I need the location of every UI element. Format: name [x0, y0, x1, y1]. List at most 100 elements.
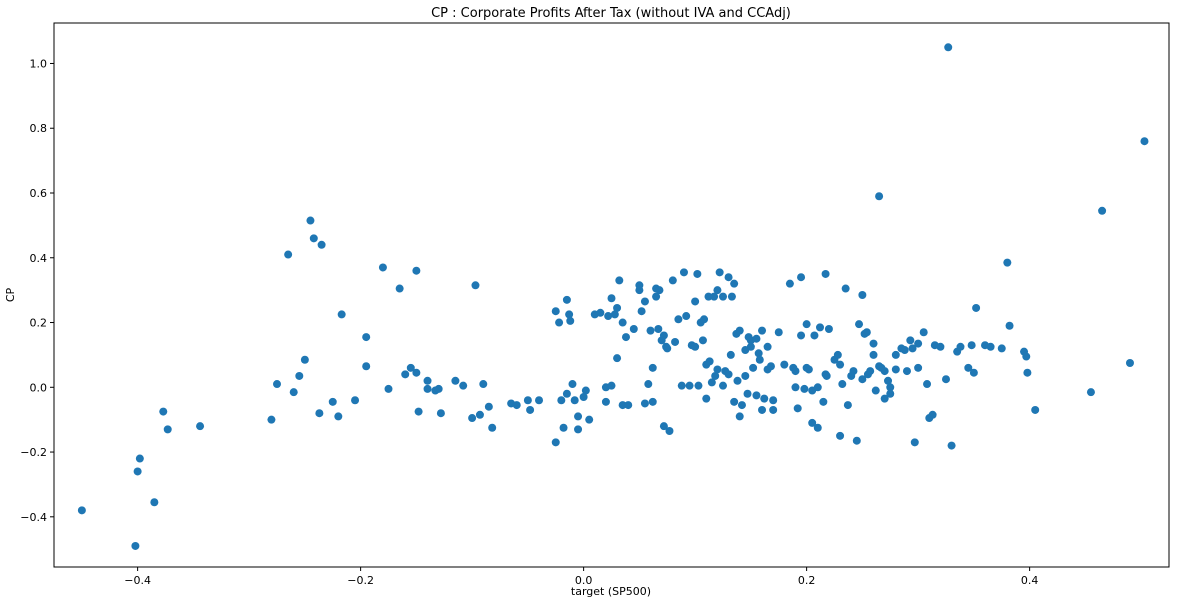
data-point	[769, 405, 778, 414]
data-point	[730, 279, 739, 288]
data-point	[621, 333, 630, 342]
data-point	[997, 344, 1006, 353]
data-point	[562, 295, 571, 304]
data-point	[423, 384, 432, 393]
data-point	[836, 431, 845, 440]
data-point	[886, 383, 895, 392]
data-point	[77, 506, 86, 515]
data-point	[559, 423, 568, 432]
y-tick-label: −0.4	[20, 511, 47, 524]
data-point	[902, 367, 911, 376]
data-point	[900, 346, 909, 355]
data-point	[908, 344, 917, 353]
data-point	[196, 422, 205, 431]
data-point	[730, 397, 739, 406]
data-point	[133, 467, 142, 476]
data-point	[707, 378, 716, 387]
data-point	[1005, 321, 1014, 330]
data-point	[758, 405, 767, 414]
data-point	[733, 376, 742, 385]
data-point	[724, 370, 733, 379]
data-point	[351, 396, 360, 405]
data-point	[743, 389, 752, 398]
data-point	[760, 394, 769, 403]
data-point	[841, 284, 850, 293]
data-point	[615, 276, 624, 285]
data-point	[613, 354, 622, 363]
data-point	[659, 422, 668, 431]
data-point	[652, 292, 661, 301]
data-point	[685, 381, 694, 390]
data-point	[535, 396, 544, 405]
x-tick-label: −0.2	[347, 574, 374, 587]
data-point	[704, 292, 713, 301]
data-point	[459, 381, 468, 390]
data-point	[395, 284, 404, 293]
data-point	[713, 365, 722, 374]
data-point	[869, 339, 878, 348]
data-point	[700, 315, 709, 324]
data-point	[526, 405, 535, 414]
data-point	[414, 407, 423, 416]
data-point	[551, 438, 560, 447]
x-tick-label: −0.4	[124, 574, 151, 587]
data-point	[484, 402, 493, 411]
data-point	[746, 342, 755, 351]
data-point	[618, 318, 627, 327]
data-point	[295, 371, 304, 380]
y-tick-label: 0.8	[30, 122, 48, 135]
data-point	[964, 363, 973, 372]
data-point	[401, 370, 410, 379]
data-point	[886, 389, 895, 398]
data-point	[880, 394, 889, 403]
data-point	[1086, 388, 1095, 397]
data-point	[791, 383, 800, 392]
data-point	[159, 407, 168, 416]
data-point	[914, 339, 923, 348]
data-point	[273, 380, 281, 389]
data-point	[780, 360, 789, 369]
data-point	[843, 401, 852, 410]
data-point	[585, 415, 594, 424]
data-point	[284, 250, 293, 259]
data-point	[637, 307, 646, 316]
data-point	[1125, 359, 1134, 367]
data-point	[555, 318, 564, 327]
data-point	[852, 436, 861, 445]
data-point	[855, 320, 864, 329]
data-point	[1098, 206, 1107, 215]
data-point	[816, 323, 825, 332]
data-point	[674, 315, 683, 324]
data-point	[1003, 258, 1012, 267]
data-point	[705, 357, 714, 366]
data-point	[1022, 352, 1031, 361]
data-point	[423, 376, 432, 385]
data-point	[624, 401, 633, 410]
data-point	[663, 344, 672, 353]
data-point	[858, 375, 867, 384]
data-point	[406, 363, 415, 372]
data-point	[574, 425, 583, 434]
data-point	[833, 350, 842, 359]
data-point	[967, 341, 976, 350]
data-point	[763, 342, 772, 351]
data-point	[479, 380, 488, 389]
data-point	[737, 401, 746, 410]
data-point	[791, 367, 800, 376]
data-point	[769, 396, 778, 405]
data-point	[802, 320, 811, 329]
data-point	[785, 279, 794, 288]
data-point	[800, 384, 809, 393]
plot-frame	[53, 22, 1170, 568]
data-point	[710, 292, 719, 301]
data-point	[613, 303, 622, 312]
data-point	[942, 375, 950, 384]
data-point	[884, 376, 893, 385]
data-point	[557, 396, 566, 405]
data-point	[648, 397, 657, 406]
data-point	[601, 397, 610, 406]
data-point	[640, 297, 649, 306]
data-point	[724, 273, 733, 282]
data-point	[969, 368, 978, 377]
